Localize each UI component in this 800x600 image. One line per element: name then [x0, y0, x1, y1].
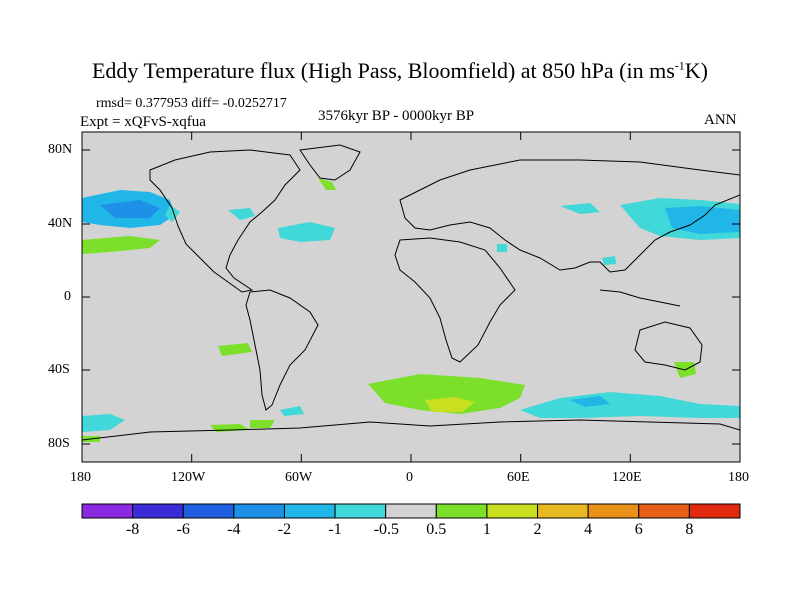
patch-n-america-cyan — [228, 208, 255, 220]
colorbar-label: 8 — [685, 521, 694, 538]
x-tick-180e: 180 — [728, 470, 749, 485]
colorbar-label: 0.5 — [426, 521, 447, 538]
colorbar-label: 4 — [584, 521, 593, 538]
colorbar-swatch — [537, 503, 589, 519]
colorbar-label: -0.5 — [373, 521, 400, 538]
patch-middle-east-cyan — [497, 244, 507, 252]
colorbar-swatch — [486, 503, 539, 519]
colorbar-swatch — [385, 503, 437, 519]
patch-southern-band-blue — [570, 396, 610, 407]
colorbar-label: -4 — [227, 521, 241, 538]
patch-n-pacific-green — [82, 236, 160, 254]
colorbar-label: 2 — [533, 521, 542, 538]
x-tick-0: 0 — [406, 470, 413, 485]
colorbar-label: 1 — [482, 521, 491, 538]
colorbar-label: -1 — [328, 521, 342, 538]
patch-n-atlantic-cyan — [278, 222, 335, 242]
colorbar-swatch — [81, 503, 134, 519]
coastline-africa — [394, 237, 516, 363]
coastline-australia — [634, 321, 703, 371]
patch-s-pacific-green — [218, 343, 252, 356]
x-tick-60e: 60E — [507, 470, 530, 485]
colorbar-label: -6 — [176, 521, 190, 538]
coastlines — [82, 144, 740, 441]
patch-southern-band-cyan — [520, 392, 740, 418]
coastline-south-america — [245, 289, 319, 411]
colorbar-label: -2 — [277, 521, 292, 538]
y-tick-0: 0 — [64, 289, 71, 304]
y-tick-80n: 80N — [48, 142, 73, 157]
patch-greenland-green — [318, 178, 336, 190]
patch-antarctic-cyan-west — [82, 414, 125, 432]
coastline-antarctica — [82, 419, 740, 441]
period-label: 3576kyr BP - 0000kyr BP — [318, 108, 475, 124]
colorbar-swatch — [435, 503, 488, 519]
colorbar — [81, 503, 741, 519]
patch-southern-ocean-yellow — [425, 397, 475, 412]
colorbar-swatch — [182, 503, 235, 519]
stats-line: rmsd= 0.377953 diff= -0.0252717 — [96, 96, 287, 111]
colorbar-swatch — [132, 503, 184, 519]
colorbar-swatch — [233, 503, 285, 519]
experiment-label: Expt = xQFvS-xqfua — [80, 114, 206, 130]
patch-south-atlantic-cyan — [280, 406, 304, 416]
x-tick-120w: 120W — [171, 470, 206, 485]
map-title: Eddy Temperature flux (High Pass, Bloomf… — [91, 58, 708, 83]
y-axis-ticks — [82, 149, 740, 445]
season-label: ANN — [704, 112, 737, 128]
colorbar-swatch — [334, 503, 387, 519]
x-tick-180w: 180 — [70, 470, 91, 485]
colorbar-swatch — [638, 503, 690, 519]
patch-ne-pacific-dark — [100, 200, 160, 218]
colorbar-label: 6 — [634, 521, 643, 538]
patch-asia-cyan — [602, 256, 616, 265]
colorbar-swatch — [688, 503, 741, 519]
x-axis-ticks — [81, 132, 741, 462]
coastline-indonesia — [599, 289, 681, 307]
colorbar-label: -8 — [125, 521, 140, 538]
anomaly-patches — [82, 178, 740, 442]
y-tick-80s: 80S — [48, 436, 70, 451]
y-tick-40n: 40N — [48, 216, 73, 231]
x-tick-120e: 120E — [612, 470, 642, 485]
y-tick-40s: 40S — [48, 362, 70, 377]
x-tick-60w: 60W — [285, 470, 313, 485]
patch-southern-ocean-green — [368, 374, 525, 414]
coastline-north-america — [149, 149, 301, 293]
patch-ne-pacific-cyan — [165, 205, 180, 222]
coastline-europe-asia — [399, 159, 740, 273]
patch-antarctic-green-mid2 — [250, 420, 275, 428]
coastline-greenland — [299, 144, 361, 181]
colorbar-swatch — [587, 503, 640, 519]
colorbar-swatch — [283, 503, 336, 519]
patch-eurasia-cyan — [560, 203, 600, 214]
